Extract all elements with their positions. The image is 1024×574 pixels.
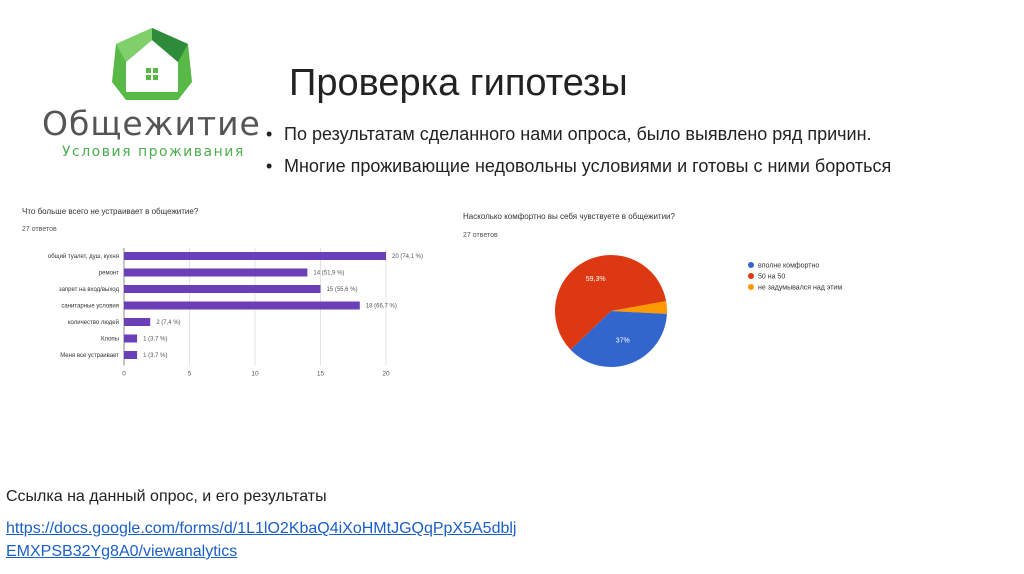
bar-value-label: 20 (74,1 %)	[392, 254, 423, 260]
pie-chart-subtitle: 27 ответов	[463, 232, 498, 239]
bar	[124, 351, 138, 359]
pie-slice-label: 37%	[616, 337, 630, 344]
bar-category-label: ремонт	[99, 271, 119, 277]
bar-value-label: 18 (66,7 %)	[366, 304, 397, 310]
bar-x-tick-label: 5	[188, 371, 192, 378]
pie-legend-label: 50 на 50	[758, 274, 785, 281]
bar-value-label: 1 (3,7 %)	[143, 337, 167, 343]
bar	[124, 285, 321, 293]
slide-title: Проверка гипотезы	[289, 62, 628, 104]
pie-slice	[611, 300, 667, 314]
bar	[124, 252, 386, 260]
bar-x-tick-label: 10	[251, 371, 259, 378]
bar-chart-title: Что больше всего не устраивает в общежит…	[22, 207, 199, 216]
bullet-item: По результатам сделанного нами опроса, б…	[266, 118, 891, 150]
pie-legend-marker	[748, 262, 754, 268]
bar-category-label: общий туалет, душ, кухня	[48, 253, 119, 260]
bar-value-label: 15 (55,6 %)	[327, 287, 358, 293]
logo-wordmark: Общежитие	[42, 104, 261, 143]
bar-category-label: санитарные условия	[61, 304, 119, 310]
bar-chart-subtitle: 27 ответов	[22, 226, 57, 233]
bar-value-label: 2 (7,4 %)	[156, 320, 180, 326]
pie-chart-title: Насколько комфортно вы себя чувствуете в…	[463, 212, 675, 221]
logo-house-icon	[112, 28, 192, 100]
bar-x-tick-label: 20	[382, 371, 390, 378]
pie-slice	[570, 311, 667, 367]
pie-chart: 37% 59,3% вполне комфортно 50 на 50 не задум…	[555, 255, 842, 367]
bar-x-tick-label: 0	[122, 371, 126, 378]
bar	[124, 318, 151, 326]
bullet-item: Многие проживающие недовольны условиями …	[266, 150, 891, 182]
pie-slice-label: 59,3%	[586, 276, 606, 283]
bar-x-tick-label: 15	[317, 371, 325, 378]
pie-legend-label: вполне комфортно	[758, 263, 819, 270]
bullet-list: По результатам сделанного нами опроса, б…	[266, 118, 891, 182]
bar-category-label: Клопы	[101, 337, 119, 343]
bar-category-label: Меня все устраивает	[60, 353, 119, 359]
bar-category-label: запрет на вход/выход	[59, 287, 120, 293]
pie-legend-marker	[748, 284, 754, 290]
pie-legend-marker	[748, 273, 754, 279]
bar	[124, 334, 138, 343]
bar	[124, 301, 360, 310]
survey-link[interactable]: https://docs.google.com/forms/d/1L1lO2Kb…	[6, 520, 517, 560]
bar-value-label: 1 (3,7 %)	[143, 353, 167, 359]
bar	[124, 268, 308, 277]
bar-chart: 0 5 10 15 20 общий туалет, душ, кухня 20 (74,1…	[48, 248, 423, 378]
pie-slice	[555, 255, 667, 350]
bar-category-label: количество людей	[68, 319, 119, 326]
bar-value-label: 14 (51,9 %)	[313, 271, 344, 277]
pie-legend-label: не задумывался над этим	[758, 285, 842, 292]
survey-link-label: Ссылка на данный опрос, и его результаты	[6, 488, 327, 505]
logo-tagline: Условия проживания	[62, 144, 245, 160]
